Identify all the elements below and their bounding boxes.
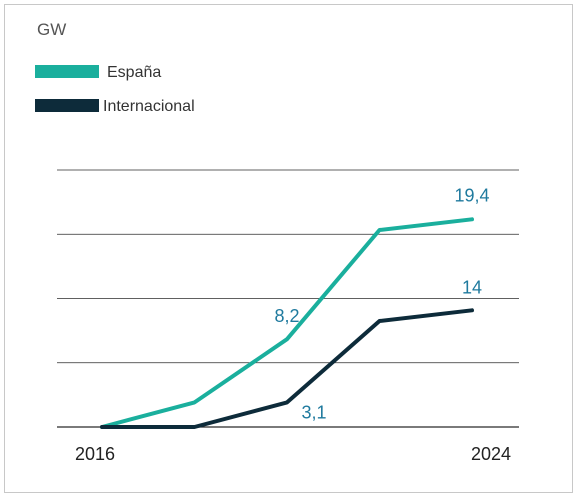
series-line-internacional <box>100 308 474 429</box>
data-label: 19,4 <box>454 185 489 205</box>
data-label: 14 <box>462 277 482 297</box>
legend: España Internacional <box>35 64 195 115</box>
legend-label-internacional: Internacional <box>103 98 195 115</box>
series-lines <box>100 217 474 429</box>
x-tick-label: 2024 <box>471 444 511 464</box>
legend-swatch-espana <box>35 65 99 78</box>
series-line-espana <box>100 217 474 429</box>
chart-frame <box>4 4 573 493</box>
legend-label-espana: España <box>107 64 161 81</box>
unit-label: GW <box>37 20 66 39</box>
data-label: 3,1 <box>301 402 326 422</box>
gridlines <box>57 169 519 428</box>
legend-swatch-internacional <box>35 99 99 112</box>
data-labels: 8,2 19,4 3,1 14 <box>274 185 489 422</box>
x-tick-label: 2016 <box>75 444 115 464</box>
x-axis-ticks: 2016 2024 <box>75 444 511 464</box>
data-label: 8,2 <box>274 306 299 326</box>
